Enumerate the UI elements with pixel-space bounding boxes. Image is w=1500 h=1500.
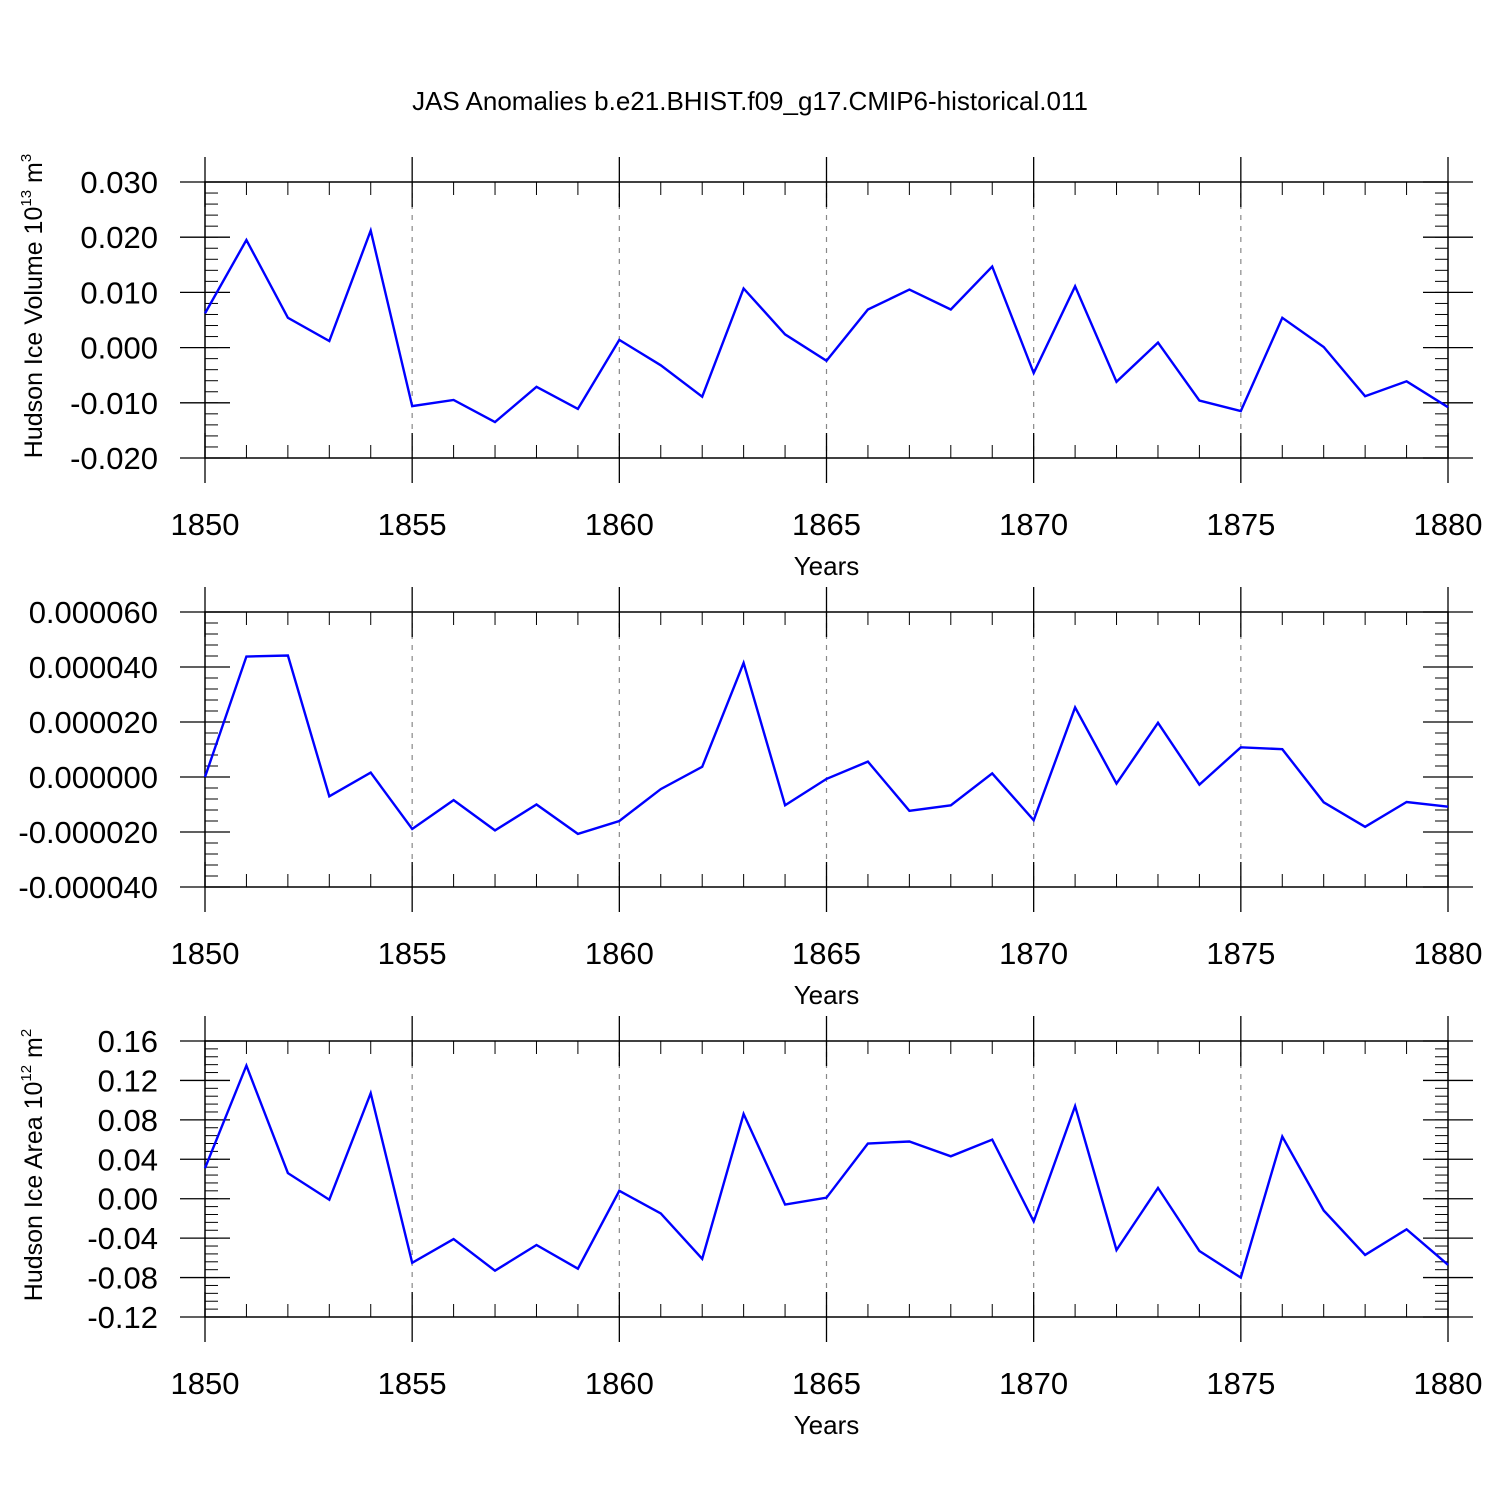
x-tick-label-6: 1880 <box>1414 936 1483 971</box>
panel-middle: 1850 1855 1860 1865 1870 1875 1880 -0.000040 -0.… <box>18 587 1482 1010</box>
x-axis-label: Years <box>794 1410 860 1440</box>
x-axis-label: Years <box>794 980 860 1010</box>
x-tick-label-4: 1870 <box>999 507 1068 542</box>
x-tick-label-6: 1880 <box>1414 1366 1483 1401</box>
y-tick-label-0: -0.000040 <box>18 870 158 905</box>
x-axis-label: Years <box>794 551 860 581</box>
y-tick-label-2: 0.000 <box>80 331 158 366</box>
y-axis-label: Hudson Ice Volume 1013 m3 <box>18 154 48 458</box>
y-tick-label-4: 0.04 <box>98 1142 158 1177</box>
y-tick-label-0: -0.12 <box>87 1300 158 1335</box>
y-tick-label-3: 0.00 <box>98 1182 158 1217</box>
y-tick-label-7: 0.16 <box>98 1024 158 1059</box>
x-tick-label-6: 1880 <box>1414 507 1483 542</box>
y-tick-label-4: 0.020 <box>80 220 158 255</box>
y-tick-label-1: -0.08 <box>87 1261 158 1296</box>
x-tick-label-3: 1865 <box>792 936 861 971</box>
panel-ice-area: 1850 1855 1860 1865 1870 1875 1880 -0.12 -0.08 -0… <box>18 1016 1482 1440</box>
x-tick-label-0: 1850 <box>171 507 240 542</box>
x-tick-label-3: 1865 <box>792 1366 861 1401</box>
x-tick-label-4: 1870 <box>999 936 1068 971</box>
x-tick-label-2: 1860 <box>585 936 654 971</box>
x-tick-label-0: 1850 <box>171 936 240 971</box>
y-tick-label-3: 0.000020 <box>29 705 158 740</box>
x-tick-label-5: 1875 <box>1206 1366 1275 1401</box>
y-tick-label-1: -0.010 <box>70 386 158 421</box>
x-tick-label-1: 1855 <box>378 507 447 542</box>
series-line-0 <box>203 226 1449 424</box>
x-tick-label-1: 1855 <box>378 1366 447 1401</box>
y-tick-label-3: 0.010 <box>80 275 158 310</box>
series-line-0 <box>203 654 1449 836</box>
y-tick-label-1: -0.000020 <box>18 815 158 850</box>
x-tick-label-4: 1870 <box>999 1366 1068 1401</box>
y-tick-label-0: -0.020 <box>70 441 158 476</box>
y-tick-label-4: 0.000040 <box>29 650 158 685</box>
y-tick-label-6: 0.12 <box>98 1063 158 1098</box>
panel-ice-volume: 1850 1855 1860 1865 1870 1875 1880 -0.020 -0.010… <box>18 154 1482 581</box>
x-tick-label-1: 1855 <box>378 936 447 971</box>
x-tick-label-2: 1860 <box>585 507 654 542</box>
figure-title: JAS Anomalies b.e21.BHIST.f09_g17.CMIP6-… <box>412 86 1088 116</box>
y-tick-label-5: 0.08 <box>98 1103 158 1138</box>
y-axis-label: Hudson Ice Area 1012 m2 <box>18 1029 48 1301</box>
y-tick-label-2: -0.04 <box>87 1221 158 1256</box>
x-tick-label-5: 1875 <box>1206 936 1275 971</box>
y-tick-label-2: 0.000000 <box>29 760 158 795</box>
x-tick-label-0: 1850 <box>171 1366 240 1401</box>
y-tick-label-5: 0.030 <box>80 165 158 200</box>
y-tick-label-5: 0.000060 <box>29 595 158 630</box>
x-tick-label-2: 1860 <box>585 1366 654 1401</box>
x-tick-label-3: 1865 <box>792 507 861 542</box>
series-line-0 <box>203 1062 1449 1280</box>
x-tick-label-5: 1875 <box>1206 507 1275 542</box>
